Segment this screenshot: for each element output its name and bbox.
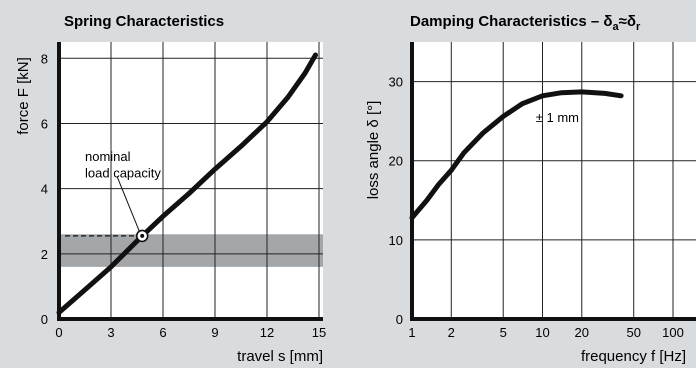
y-tick-label: 10	[389, 233, 403, 248]
x-tick-label: 1	[408, 325, 415, 340]
damping-plot-area	[412, 42, 696, 319]
x-tick-label: 3	[107, 325, 114, 340]
spring-y-axis-label: force F [kN]	[15, 57, 32, 135]
x-tick-label: 100	[662, 325, 684, 340]
annotation-nominal: nominal	[85, 149, 131, 164]
y-tick-label: 4	[41, 182, 48, 197]
y-tick-label: 6	[41, 116, 48, 131]
y-tick-label: 0	[41, 312, 48, 327]
x-tick-label: 12	[260, 325, 274, 340]
x-tick-label: 2	[448, 325, 455, 340]
damping-x-axis-label: frequency f [Hz]	[581, 348, 686, 365]
y-tick-label: 20	[389, 154, 403, 169]
damping-loss-angle-curve	[409, 89, 624, 221]
annotation-amplitude: ± 1 mm	[536, 110, 579, 125]
x-tick-label: 15	[312, 325, 326, 340]
nominal-load-band	[59, 234, 323, 267]
y-tick-label: 2	[41, 247, 48, 262]
y-tick-label: 30	[389, 75, 403, 90]
annotation-leader-line	[116, 176, 140, 232]
x-tick-label: 0	[55, 325, 62, 340]
spring-chart-title: Spring Characteristics	[64, 13, 224, 30]
y-tick-label: 0	[396, 312, 403, 327]
x-tick-label: 20	[575, 325, 589, 340]
damping-y-axis-label: loss angle δ [°]	[365, 101, 382, 200]
nominal-load-marker-dot	[140, 233, 145, 238]
x-tick-label: 5	[500, 325, 507, 340]
spring-x-axis-label: travel s [mm]	[237, 348, 323, 365]
spring-force-curve	[56, 52, 318, 315]
x-tick-label: 9	[211, 325, 218, 340]
x-tick-label: 50	[626, 325, 640, 340]
x-tick-label: 10	[535, 325, 549, 340]
y-tick-label: 8	[41, 51, 48, 66]
x-tick-label: 6	[159, 325, 166, 340]
annotation-load-capacity: load capacity	[85, 165, 161, 180]
damping-chart-title: Damping Characteristics – δa≈δr	[410, 13, 641, 33]
